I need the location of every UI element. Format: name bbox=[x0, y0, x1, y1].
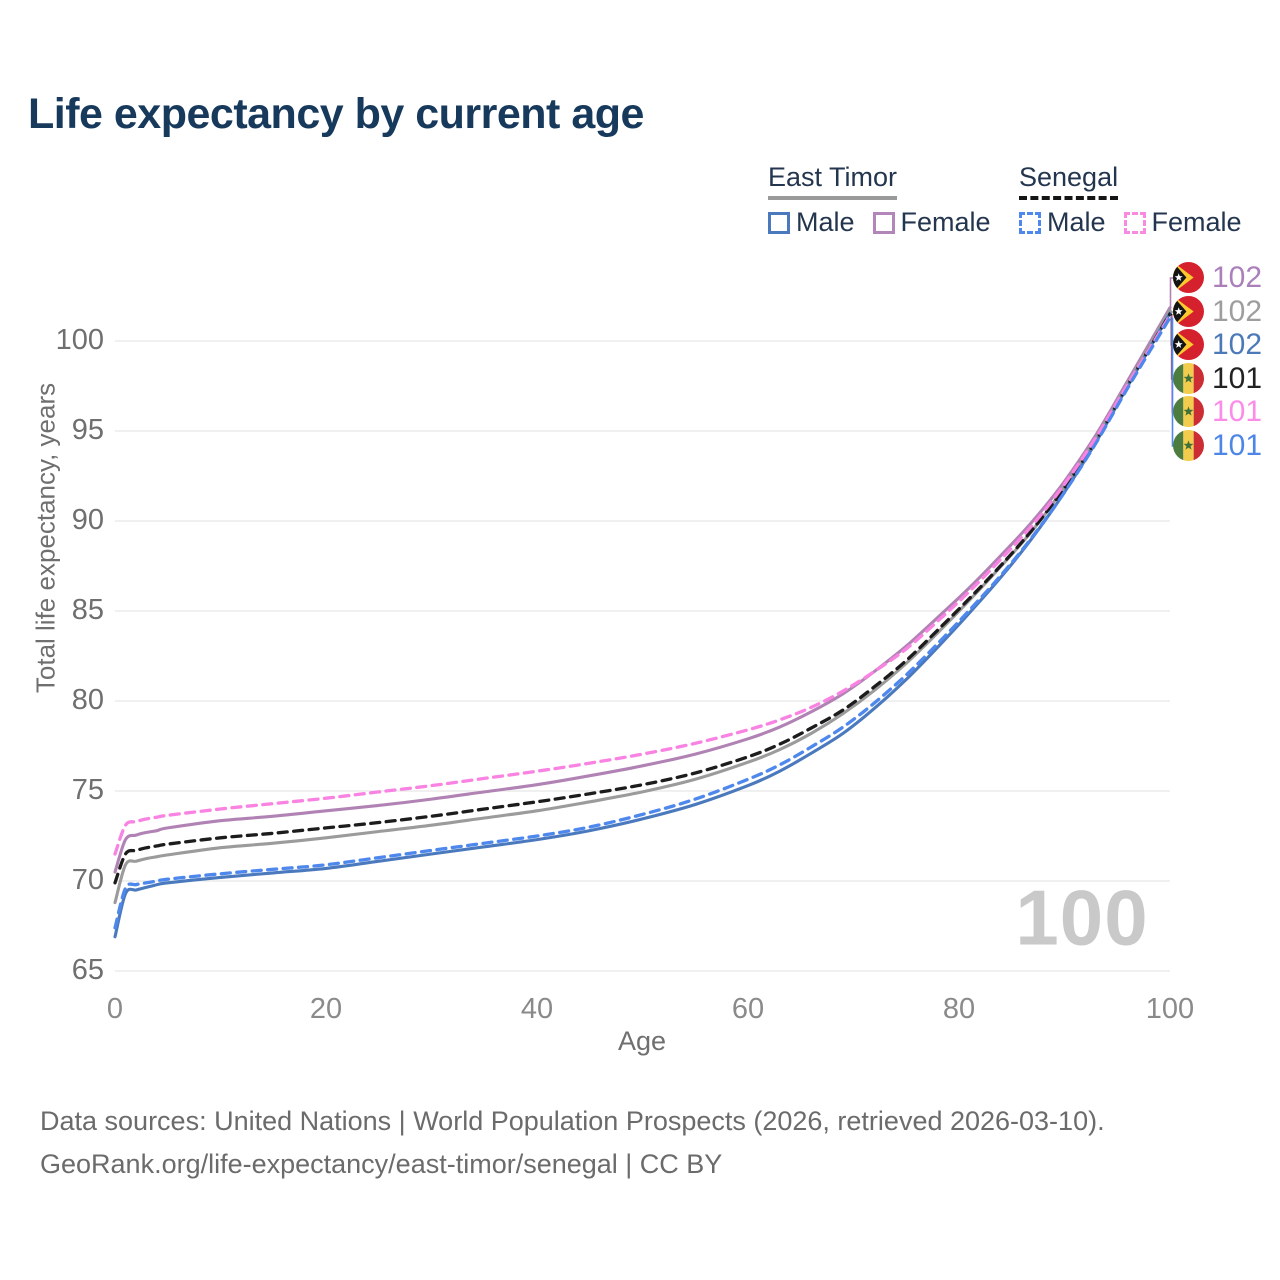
legend-country-east-timor[interactable]: East Timor bbox=[768, 163, 898, 201]
y-tick-label: 80 bbox=[71, 684, 104, 716]
end-label-value: 102 bbox=[1212, 294, 1263, 328]
end-label-east-timor: 102 bbox=[1173, 296, 1262, 327]
east-timor-flag-icon bbox=[1173, 262, 1204, 293]
east-timor-flag-icon bbox=[1173, 329, 1204, 360]
end-label-value: 102 bbox=[1212, 327, 1263, 361]
series-line-senegal[interactable] bbox=[113, 312, 1172, 885]
x-axis-title: Age bbox=[617, 1026, 667, 1056]
senegal-flag-icon bbox=[1173, 396, 1204, 427]
y-tick-label: 90 bbox=[71, 504, 104, 536]
legend-item-label: Male bbox=[1047, 207, 1106, 238]
end-label-east-timor-male: 102 bbox=[1173, 329, 1262, 360]
end-label-value: 101 bbox=[1212, 394, 1263, 428]
x-tick-label: 80 bbox=[942, 993, 976, 1025]
end-label-senegal-female: 101 bbox=[1173, 396, 1262, 427]
y-tick-label: 75 bbox=[71, 774, 104, 806]
y-tick-label: 70 bbox=[71, 864, 104, 896]
legend-group-east-timor: East Timor Male Female bbox=[768, 163, 1009, 236]
series-lines bbox=[113, 306, 1172, 939]
end-label-value: 101 bbox=[1212, 361, 1263, 395]
y-tick-label: 65 bbox=[71, 954, 104, 986]
legend-items: Male Female bbox=[768, 209, 1009, 236]
legend-item-label: Female bbox=[900, 207, 991, 238]
legend-swatch bbox=[1019, 211, 1041, 234]
x-tick-label: 20 bbox=[309, 993, 343, 1025]
legend-group-senegal: Senegal Male Female bbox=[1019, 163, 1260, 236]
end-label-value: 101 bbox=[1212, 428, 1263, 462]
legend-items: Male Female bbox=[1019, 209, 1260, 236]
series-line-senegal-female[interactable] bbox=[113, 313, 1172, 856]
end-label-value: 102 bbox=[1212, 260, 1263, 294]
senegal-flag-icon bbox=[1173, 430, 1204, 461]
senegal-flag-icon bbox=[1173, 363, 1204, 394]
chart-title: Life expectancy by current age bbox=[28, 90, 644, 138]
y-tick-label: 85 bbox=[71, 594, 104, 626]
end-label-east-timor-female: 102 bbox=[1173, 262, 1262, 293]
end-label-senegal-male: 101 bbox=[1173, 430, 1262, 461]
x-tick-label: 60 bbox=[731, 993, 765, 1025]
legend-item-east-timor-male[interactable]: Male bbox=[768, 209, 855, 236]
legend-swatch bbox=[768, 211, 790, 234]
legend-item-label: Male bbox=[796, 207, 855, 238]
x-tick-label: 100 bbox=[1145, 993, 1195, 1025]
legend-swatch bbox=[872, 211, 895, 234]
legend-item-east-timor-female[interactable]: Female bbox=[872, 207, 991, 238]
y-tick-label: 95 bbox=[71, 414, 104, 446]
legend-item-senegal-female[interactable]: Female bbox=[1123, 207, 1242, 238]
footer-data-sources: Data sources: United Nations | World Pop… bbox=[40, 1106, 1105, 1136]
y-tick-label: 100 bbox=[55, 324, 104, 356]
gridlines bbox=[115, 340, 1170, 972]
hover-age-watermark: 100 bbox=[1015, 873, 1149, 962]
series-line-east-timor-female[interactable] bbox=[113, 306, 1172, 874]
x-tick-label: 40 bbox=[520, 993, 554, 1025]
legend-item-label: Female bbox=[1151, 207, 1242, 238]
east-timor-flag-icon bbox=[1173, 296, 1204, 327]
legend-country-senegal[interactable]: Senegal bbox=[1019, 163, 1119, 201]
end-label-senegal: 101 bbox=[1173, 363, 1262, 394]
x-tick-label: 0 bbox=[106, 993, 124, 1025]
series-line-senegal-male[interactable] bbox=[113, 315, 1172, 930]
legend-item-senegal-male[interactable]: Male bbox=[1019, 209, 1106, 236]
legend-swatch bbox=[1123, 211, 1146, 234]
footer-url: GeoRank.org/life-expectancy/east-timor/s… bbox=[40, 1149, 723, 1179]
